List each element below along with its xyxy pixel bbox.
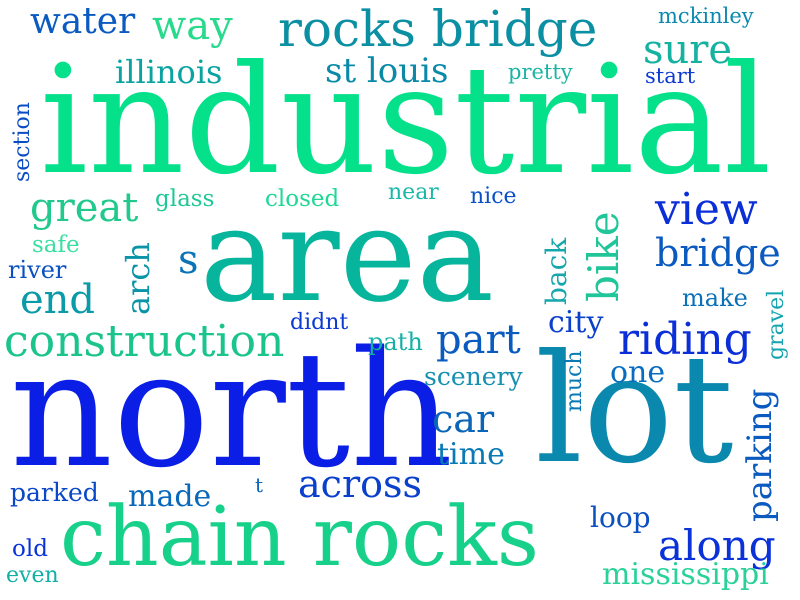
word-sure: sure [643,27,733,73]
word-pretty: pretty [508,60,573,84]
word-river: river [8,256,67,284]
word-car: car [432,397,495,441]
word-bike: bike [579,211,628,302]
word-way: way [152,3,233,49]
word-parked: parked [10,478,99,507]
word-t: t [255,473,264,497]
word-area: area [200,179,495,331]
word-make: make [682,284,748,312]
word-riding: riding [618,314,752,365]
word-industrial: industrial [40,34,772,208]
word-rocks-bridge: rocks bridge [278,0,598,58]
word-mckinley: mckinley [658,4,754,28]
word-scenery: scenery [424,362,523,391]
word-view: view [655,184,758,235]
word-north: north [10,316,454,503]
word-city: city [548,305,604,340]
word-across: across [298,462,422,506]
word-part: part [436,317,521,363]
word-st-louis: st louis [325,51,449,91]
word-closed: closed [265,186,340,212]
word-mississippi: mississippi [602,557,769,592]
word-loop: loop [590,501,651,534]
word-along: along [658,521,776,570]
word-lot: lot [535,323,734,497]
word-s: s [178,237,199,283]
word-near: near [388,180,439,205]
word-one: one [610,355,666,390]
word-old: old [12,536,48,562]
word-arch: arch [119,242,157,315]
word-illinois: illinois [115,53,223,91]
word-nice: nice [470,184,517,209]
word-glass: glass [155,186,215,212]
word-chain-rocks: chain rocks [60,490,539,585]
word-path: path [368,328,423,356]
word-end: end [20,277,96,323]
word-safe: safe [32,232,80,258]
word-much: much [562,350,587,412]
word-parking: parking [740,388,780,522]
word-gravel: gravel [764,289,789,360]
word-didnt: didnt [290,310,349,335]
word-time: time [437,437,505,472]
word-water: water [30,1,136,42]
word-section: section [10,102,35,182]
word-construction: construction [4,316,285,367]
word-even: even [6,563,59,588]
word-start: start [645,64,696,88]
word-bridge: bridge [655,231,781,275]
word-back: back [540,237,573,305]
word-great: great [30,185,139,231]
word-made: made [128,479,212,514]
